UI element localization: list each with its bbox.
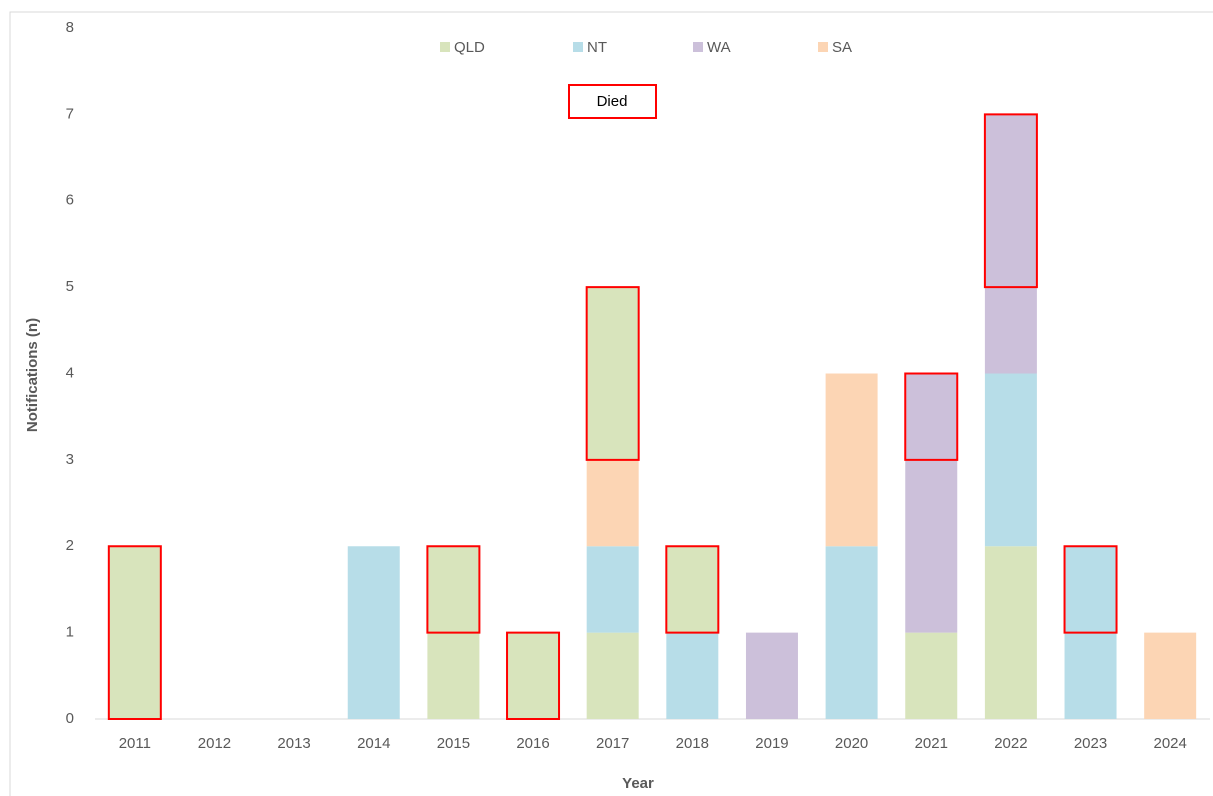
x-axis-title: Year — [622, 775, 654, 792]
died-segment — [585, 286, 640, 461]
bar-segment — [825, 373, 878, 547]
died-legend-label: Died — [597, 93, 628, 110]
bar-segment — [984, 546, 1037, 719]
died-segment — [983, 113, 1038, 289]
x-tick-label: 2020 — [835, 735, 868, 752]
x-tick-label: 2021 — [915, 735, 948, 752]
died-segment — [904, 372, 959, 461]
bar-segment — [666, 632, 719, 719]
chart-border — [9, 11, 1213, 796]
y-tick-label: 5 — [66, 278, 74, 295]
x-tick-label: 2018 — [676, 735, 709, 752]
bar-segment — [586, 459, 639, 547]
bar-segment — [427, 632, 480, 719]
bar-segment — [586, 546, 639, 633]
x-tick-label: 2016 — [516, 735, 549, 752]
y-tick-label: 4 — [66, 364, 74, 381]
x-tick-label: 2012 — [198, 735, 231, 752]
legend-swatch — [818, 42, 828, 52]
bar-segment — [984, 287, 1037, 374]
bar-segment — [905, 632, 958, 719]
x-tick-label: 2015 — [437, 735, 470, 752]
y-tick-label: 0 — [66, 710, 74, 727]
y-axis-title: Notifications (n) — [24, 318, 41, 432]
legend-label: WA — [707, 39, 731, 56]
bar-segment — [347, 546, 400, 719]
x-tick-label: 2019 — [755, 735, 788, 752]
legend-swatch — [573, 42, 583, 52]
bar-segment — [825, 546, 878, 719]
died-segment — [426, 545, 481, 634]
x-tick-label: 2022 — [994, 735, 1027, 752]
died-legend-box — [568, 84, 657, 119]
legend-label: NT — [587, 39, 607, 56]
bar-segment — [745, 632, 798, 719]
x-tick-label: 2011 — [119, 735, 151, 752]
legend-swatch — [693, 42, 703, 52]
y-tick-label: 3 — [66, 451, 74, 468]
y-tick-label: 7 — [66, 105, 74, 122]
bar-segment — [984, 373, 1037, 547]
y-tick-label: 1 — [66, 624, 74, 641]
bar-segment — [1144, 632, 1197, 719]
x-tick-label: 2013 — [277, 735, 310, 752]
died-segment — [1063, 545, 1118, 634]
x-tick-label: 2017 — [596, 735, 629, 752]
legend-label: QLD — [454, 39, 485, 56]
died-segment — [665, 545, 720, 634]
bar-segment — [1064, 632, 1117, 719]
x-tick-label: 2024 — [1153, 735, 1186, 752]
x-tick-label: 2023 — [1074, 735, 1107, 752]
died-segment — [506, 631, 561, 720]
legend-label: SA — [832, 39, 852, 56]
legend-swatch — [440, 42, 450, 52]
y-tick-label: 2 — [66, 537, 74, 554]
y-tick-label: 8 — [66, 19, 74, 36]
bar-segment — [586, 632, 639, 719]
bar-segment — [905, 459, 958, 633]
died-segment — [107, 545, 162, 720]
x-tick-label: 2014 — [357, 735, 390, 752]
y-tick-label: 6 — [66, 192, 74, 209]
